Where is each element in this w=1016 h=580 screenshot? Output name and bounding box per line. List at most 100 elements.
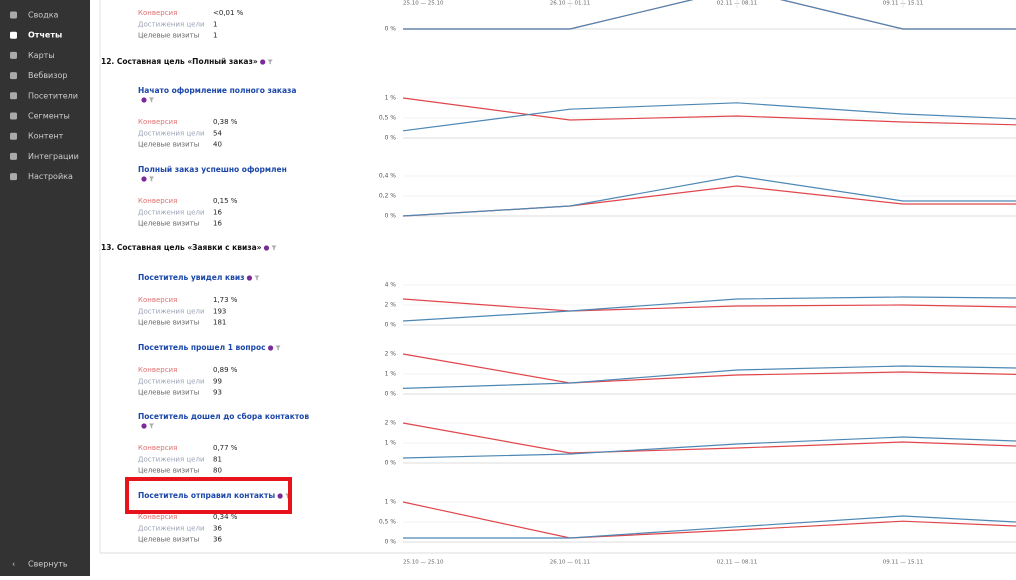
nav-item[interactable]: Настройка — [28, 172, 73, 181]
x-tick-label: 25.10 — 25.10 — [403, 560, 444, 566]
metric-label: Конверсия — [138, 9, 177, 17]
metric-value: 0,77 % — [213, 444, 238, 452]
metric-value: 1 — [213, 32, 217, 40]
nav-icon — [10, 92, 17, 100]
y-tick-label: 0,5 % — [379, 115, 396, 122]
metric-value: <0,01 % — [213, 9, 244, 17]
goal-title[interactable]: Полный заказ успешно оформлен — [138, 165, 287, 174]
metric-label: Достижения цели — [138, 129, 205, 137]
y-tick-label: 0 % — [385, 391, 397, 398]
y-tick-label: 1 % — [385, 499, 397, 506]
y-tick-label: 2 % — [385, 302, 397, 309]
filter-icon[interactable] — [275, 345, 281, 351]
line-series — [403, 515, 1016, 539]
metric-value: 81 — [213, 455, 222, 463]
metric-value: 36 — [213, 524, 222, 532]
nav-item[interactable]: Сводка — [28, 11, 59, 20]
nav-item[interactable]: Карты — [28, 51, 55, 60]
help-icon[interactable] — [246, 275, 253, 281]
nav-item[interactable]: Вебвизор — [28, 71, 67, 80]
y-tick-label: 1 % — [385, 95, 397, 102]
line-series — [402, 501, 1016, 539]
filter-icon[interactable] — [271, 245, 277, 251]
y-tick-label: 0 % — [385, 26, 397, 33]
metric-label: Целевые визиты — [138, 220, 199, 228]
y-tick-label: 0,2 % — [379, 193, 396, 200]
metric-label: Конверсия — [138, 118, 177, 126]
nav-item[interactable]: Отчеты — [28, 31, 62, 40]
line-series — [402, 365, 1016, 389]
metric-label: Целевые визиты — [138, 389, 199, 397]
metric-value: 0,34 % — [213, 513, 238, 521]
y-tick-label: 0 % — [385, 322, 397, 329]
y-tick-label: 4 % — [385, 282, 397, 289]
section-heading: 12. Составная цель «Полный заказ» — [101, 57, 258, 66]
y-tick-label: 0 % — [385, 539, 397, 546]
metric-label: Достижения цели — [138, 524, 205, 532]
goal-title[interactable]: Посетитель отправил контакты — [138, 491, 275, 500]
metric-value: 16 — [213, 220, 222, 228]
line-series — [402, 175, 1016, 217]
nav-item[interactable]: Сегменты — [28, 112, 70, 121]
metric-value: 93 — [213, 389, 222, 397]
y-tick-label: 1 % — [385, 371, 397, 378]
goal-title[interactable]: Посетитель прошел 1 вопрос — [138, 343, 266, 352]
nav-icon — [10, 152, 17, 160]
sidebar — [0, 0, 90, 576]
nav-icon — [10, 132, 17, 140]
metric-value: 80 — [213, 467, 222, 475]
filter-icon[interactable] — [149, 176, 154, 182]
metric-value: 0,15 % — [213, 197, 238, 205]
metric-label: Конверсия — [138, 296, 177, 304]
help-icon[interactable] — [141, 176, 147, 182]
goal-title[interactable]: Посетитель дошел до сбора контактов — [138, 412, 309, 421]
line-series — [402, 298, 1016, 312]
metric-label: Достижения цели — [138, 20, 205, 28]
help-icon[interactable] — [277, 493, 283, 499]
nav-item[interactable]: Интеграции — [28, 152, 79, 161]
y-tick-label: 0,4 % — [379, 173, 396, 180]
metric-label: Конверсия — [138, 444, 177, 452]
x-tick-label: 25.10 — 25.10 — [403, 1, 444, 7]
line-series — [403, 0, 1016, 30]
help-icon[interactable] — [267, 345, 274, 351]
y-tick-label: 0,5 % — [379, 519, 396, 526]
metric-label: Достижения цели — [138, 455, 205, 463]
metric-value: 1 — [213, 20, 217, 28]
goal-title[interactable]: Начато оформление полного заказа — [138, 86, 296, 95]
filter-icon[interactable] — [254, 275, 260, 281]
metric-label: Целевые визиты — [138, 141, 199, 149]
nav-item[interactable]: Посетители — [28, 91, 78, 100]
metric-value: 16 — [213, 208, 222, 216]
metric-label: Целевые визиты — [138, 319, 199, 327]
help-icon[interactable] — [260, 59, 266, 65]
goal-title[interactable]: Посетитель увидел квиз — [138, 273, 244, 282]
nav-icon — [10, 51, 17, 59]
filter-icon[interactable] — [267, 59, 273, 65]
help-icon[interactable] — [141, 423, 147, 429]
metric-value: 0,38 % — [213, 118, 238, 126]
help-icon[interactable] — [263, 245, 270, 251]
nav-icon — [10, 72, 17, 80]
metric-value: 36 — [213, 536, 222, 544]
metric-label: Конверсия — [138, 513, 177, 521]
line-series — [403, 0, 1016, 30]
y-tick-label: 0 % — [385, 213, 397, 220]
nav-item[interactable]: Контент — [28, 132, 64, 141]
nav-icon — [10, 11, 17, 19]
collapse-button[interactable]: Свернуть — [28, 560, 68, 569]
metric-value: 193 — [213, 307, 226, 315]
x-tick-label: 26.10 — 01.11 — [550, 560, 591, 566]
y-tick-label: 2 % — [385, 420, 397, 427]
collapse-arrow-icon: ‹ — [12, 560, 15, 569]
metric-value: 99 — [213, 377, 222, 385]
y-tick-label: 0 % — [385, 135, 397, 142]
help-icon[interactable] — [141, 97, 147, 103]
y-tick-label: 2 % — [385, 351, 397, 358]
metric-label: Конверсия — [138, 366, 177, 374]
filter-icon[interactable] — [149, 97, 154, 103]
line-series — [402, 97, 1016, 126]
nav-icon — [10, 31, 17, 39]
filter-icon[interactable] — [149, 423, 154, 429]
